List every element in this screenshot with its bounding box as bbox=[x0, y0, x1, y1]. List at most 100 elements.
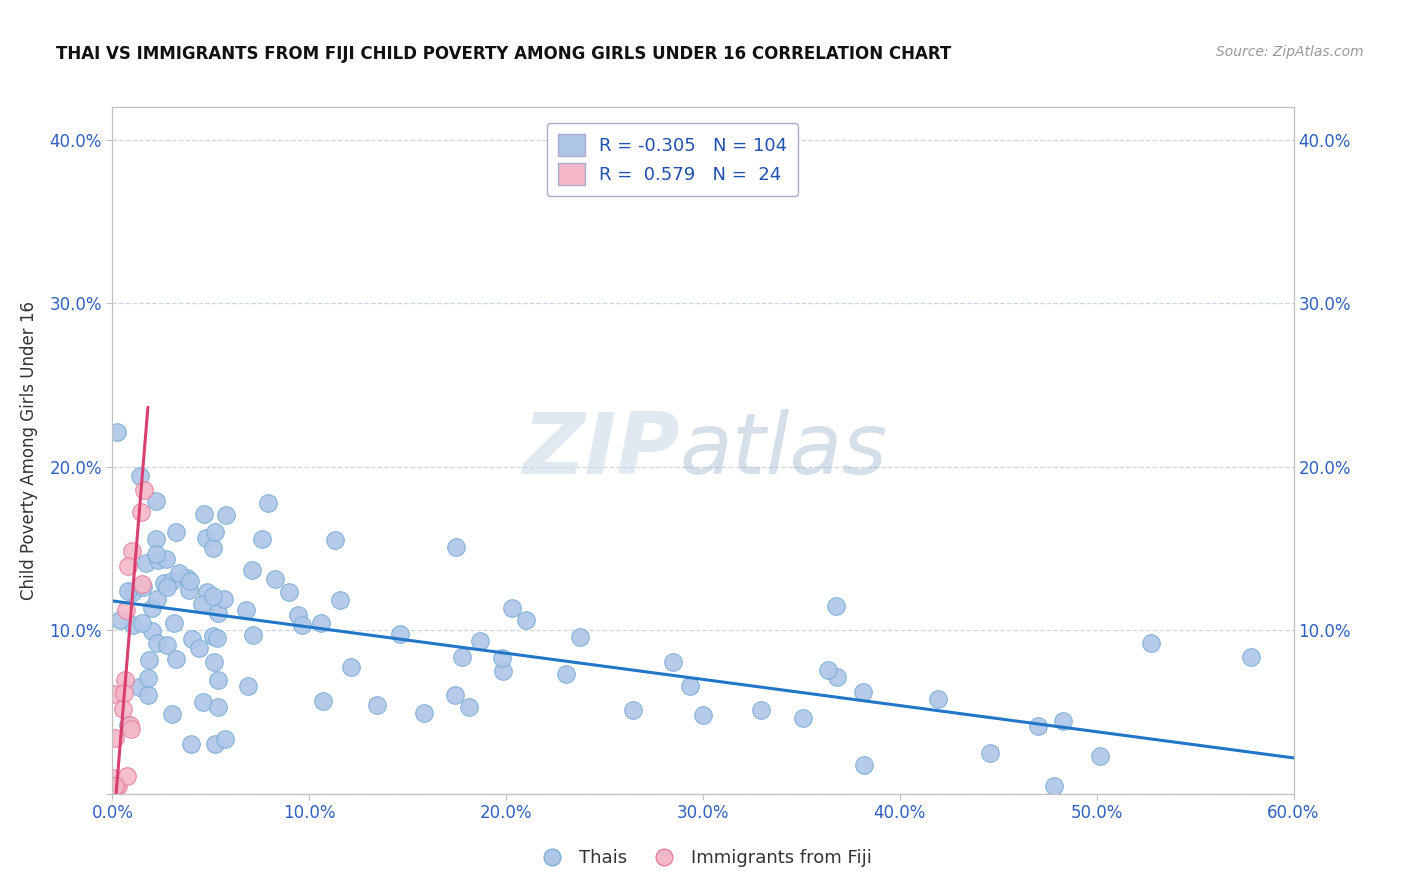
Point bbox=[214, 592, 236, 607]
Point bbox=[238, 679, 260, 693]
Point bbox=[555, 667, 578, 681]
Point bbox=[179, 583, 201, 598]
Point bbox=[180, 737, 202, 751]
Point bbox=[146, 636, 169, 650]
Point bbox=[412, 706, 434, 721]
Point bbox=[104, 779, 127, 793]
Point bbox=[103, 772, 125, 786]
Point bbox=[215, 508, 238, 522]
Point bbox=[792, 711, 814, 725]
Point bbox=[312, 693, 335, 707]
Point bbox=[117, 584, 139, 599]
Point bbox=[120, 718, 142, 732]
Y-axis label: Child Poverty Among Girls Under 16: Child Poverty Among Girls Under 16 bbox=[21, 301, 38, 600]
Point bbox=[201, 629, 224, 643]
Point bbox=[145, 533, 167, 547]
Point bbox=[1088, 748, 1111, 763]
Point bbox=[103, 687, 125, 701]
Point bbox=[165, 652, 187, 666]
Point bbox=[366, 698, 388, 712]
Point bbox=[1140, 636, 1163, 650]
Point bbox=[169, 566, 191, 581]
Point bbox=[852, 684, 875, 698]
Point bbox=[1240, 649, 1263, 664]
Point bbox=[240, 563, 263, 577]
Point bbox=[927, 692, 949, 706]
Point bbox=[979, 747, 1001, 761]
Point bbox=[309, 616, 332, 631]
Point bbox=[121, 584, 143, 599]
Point bbox=[117, 717, 139, 731]
Point bbox=[103, 779, 125, 793]
Point bbox=[112, 686, 135, 700]
Point bbox=[131, 615, 153, 630]
Point bbox=[692, 708, 714, 723]
Point bbox=[214, 731, 236, 746]
Point bbox=[165, 525, 187, 540]
Point bbox=[1026, 719, 1049, 733]
Point bbox=[160, 574, 183, 588]
Point bbox=[257, 496, 280, 510]
Point bbox=[103, 779, 125, 793]
Point bbox=[195, 584, 218, 599]
Point bbox=[340, 660, 363, 674]
Point bbox=[1043, 779, 1066, 793]
Point bbox=[156, 638, 179, 652]
Point bbox=[204, 524, 226, 539]
Point bbox=[145, 547, 167, 561]
Point bbox=[501, 601, 523, 615]
Point bbox=[155, 552, 177, 566]
Point bbox=[235, 603, 257, 617]
Point bbox=[107, 779, 129, 793]
Point bbox=[156, 580, 179, 594]
Point bbox=[122, 618, 145, 632]
Point bbox=[202, 656, 225, 670]
Point bbox=[621, 703, 644, 717]
Point bbox=[207, 673, 229, 688]
Point bbox=[201, 589, 224, 603]
Point bbox=[204, 737, 226, 751]
Point bbox=[104, 779, 127, 793]
Point bbox=[389, 627, 412, 641]
Point bbox=[202, 541, 225, 555]
Point bbox=[117, 558, 139, 573]
Point bbox=[146, 553, 169, 567]
Text: atlas: atlas bbox=[679, 409, 887, 492]
Point bbox=[193, 507, 215, 521]
Point bbox=[491, 650, 513, 665]
Point bbox=[457, 700, 479, 714]
Point bbox=[136, 688, 159, 702]
Point bbox=[180, 632, 202, 647]
Point bbox=[132, 483, 155, 498]
Point bbox=[153, 576, 176, 591]
Point bbox=[250, 533, 273, 547]
Point bbox=[146, 591, 169, 606]
Point bbox=[446, 540, 468, 554]
Point bbox=[108, 613, 131, 627]
Point bbox=[207, 606, 229, 620]
Point bbox=[103, 779, 125, 793]
Point bbox=[824, 599, 846, 613]
Point bbox=[450, 649, 472, 664]
Text: Source: ZipAtlas.com: Source: ZipAtlas.com bbox=[1216, 45, 1364, 59]
Point bbox=[492, 664, 515, 678]
Point bbox=[111, 702, 134, 716]
Point bbox=[115, 603, 138, 617]
Point bbox=[468, 634, 491, 648]
Point bbox=[678, 679, 700, 693]
Legend: Thais, Immigrants from Fiji: Thais, Immigrants from Fiji bbox=[527, 842, 879, 874]
Point bbox=[329, 593, 352, 607]
Point bbox=[825, 670, 848, 684]
Point bbox=[205, 631, 228, 645]
Point bbox=[120, 722, 142, 736]
Point bbox=[195, 531, 218, 545]
Point bbox=[264, 572, 287, 586]
Text: THAI VS IMMIGRANTS FROM FIJI CHILD POVERTY AMONG GIRLS UNDER 16 CORRELATION CHAR: THAI VS IMMIGRANTS FROM FIJI CHILD POVER… bbox=[56, 45, 952, 62]
Point bbox=[104, 731, 127, 745]
Point bbox=[115, 769, 138, 783]
Point bbox=[132, 580, 155, 594]
Point bbox=[852, 757, 875, 772]
Point bbox=[207, 700, 229, 714]
Point bbox=[749, 703, 772, 717]
Point bbox=[105, 425, 128, 439]
